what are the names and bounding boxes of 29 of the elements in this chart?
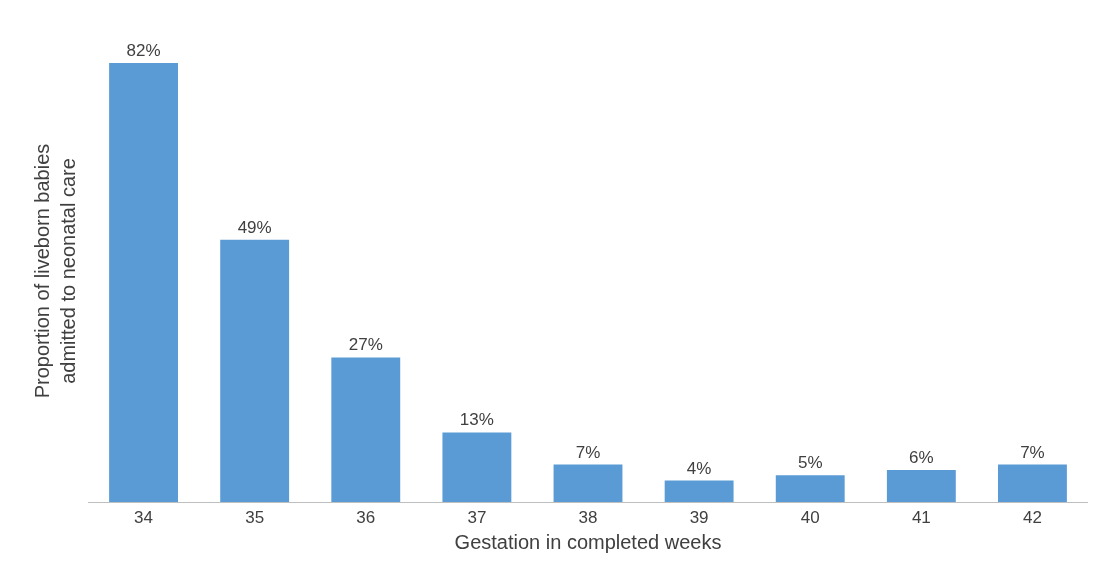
data-label: 49% — [237, 217, 272, 237]
x-tick-label: 35 — [245, 508, 265, 528]
bar — [442, 432, 512, 502]
x-tick-label: 42 — [1022, 508, 1042, 528]
x-tick-label: 38 — [578, 508, 598, 528]
data-label: 6% — [909, 447, 934, 467]
bar — [109, 63, 178, 502]
bar — [220, 239, 290, 502]
data-label: 27% — [348, 335, 383, 355]
bar — [664, 480, 734, 502]
x-tick-label: 41 — [911, 508, 931, 528]
bar — [998, 464, 1067, 502]
data-label: 4% — [686, 458, 712, 478]
bar — [886, 469, 956, 502]
x-tick-label: 40 — [800, 508, 820, 528]
x-tick-label: 34 — [134, 508, 154, 528]
bar — [775, 475, 845, 502]
data-label: 7% — [575, 442, 601, 462]
data-label: 82% — [126, 41, 161, 61]
x-tick-label: 36 — [356, 508, 376, 528]
data-label: 13% — [459, 410, 494, 430]
bar — [553, 464, 623, 502]
x-tick-label: 37 — [467, 508, 487, 528]
bar — [331, 357, 401, 502]
y-axis-title: Proportion of liveborn babies admitted to neonatal care — [30, 143, 79, 399]
x-axis-title: Gestation in completed weeks — [454, 530, 722, 553]
data-label: 7% — [1020, 442, 1045, 462]
x-tick-label: 39 — [689, 508, 709, 528]
data-label: 5% — [797, 453, 823, 473]
